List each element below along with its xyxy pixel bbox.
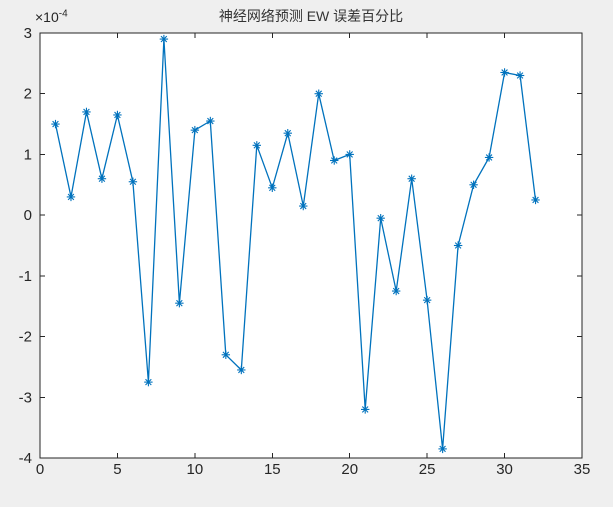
data-point-marker (391, 286, 401, 296)
data-point-marker (144, 377, 153, 387)
data-point-marker (113, 110, 122, 120)
data-point-marker (97, 174, 107, 183)
data-point-marker (268, 183, 277, 193)
series-line (54, 38, 537, 450)
data-point-marker (484, 153, 494, 162)
data-point-marker (190, 125, 200, 135)
data-point-marker (314, 89, 323, 98)
x-tick-label: 20 (341, 461, 358, 478)
data-point-marker (206, 116, 215, 126)
y-tick-label: -1 (19, 268, 32, 285)
data-point-marker (361, 405, 370, 414)
x-tick-label: 30 (496, 461, 513, 478)
data-point-marker (159, 34, 169, 44)
data-point-marker (438, 444, 447, 454)
data-point-marker (469, 180, 478, 189)
data-point-marker (283, 128, 292, 138)
data-point-marker (531, 195, 540, 205)
x-tick-label: 5 (113, 461, 121, 478)
x-tick-label: 15 (264, 461, 281, 478)
y-axis-multiplier-base: ×10 (35, 9, 59, 25)
data-point-marker (237, 365, 246, 375)
y-axis-multiplier: ×10-4 (35, 9, 68, 25)
y-tick-label: 0 (24, 207, 32, 224)
data-point-marker (376, 213, 385, 223)
data-point-marker (422, 295, 432, 305)
y-tick-label: -2 (19, 329, 32, 346)
y-axis-multiplier-exponent: -4 (58, 8, 68, 20)
y-tick-label: 1 (24, 146, 32, 163)
data-point-marker (82, 107, 91, 117)
axes-box (39, 32, 583, 459)
data-point-marker (128, 177, 138, 186)
data-point-marker (515, 71, 525, 80)
data-point-marker (330, 156, 339, 165)
data-point-marker (299, 201, 308, 211)
x-tick-label: 25 (419, 461, 436, 478)
data-point-marker (51, 119, 60, 129)
chart-title: 神经网络预测 EW 误差百分比 (218, 8, 404, 24)
y-tick-label: -3 (19, 389, 32, 406)
y-tick-label: -4 (19, 450, 32, 467)
x-tick-label: 0 (36, 461, 44, 478)
data-point-marker (345, 150, 354, 159)
x-tick-label: 35 (574, 461, 591, 478)
data-point-marker (453, 241, 463, 250)
y-tick-label: 2 (24, 86, 32, 103)
data-point-marker (175, 298, 184, 308)
data-point-marker (221, 350, 231, 359)
data-point-marker (407, 174, 416, 183)
data-point-marker (500, 68, 509, 77)
y-tick-label: 3 (24, 25, 32, 42)
data-point-marker (252, 141, 261, 150)
data-point-marker (66, 192, 76, 202)
x-tick-label: 10 (187, 461, 204, 478)
